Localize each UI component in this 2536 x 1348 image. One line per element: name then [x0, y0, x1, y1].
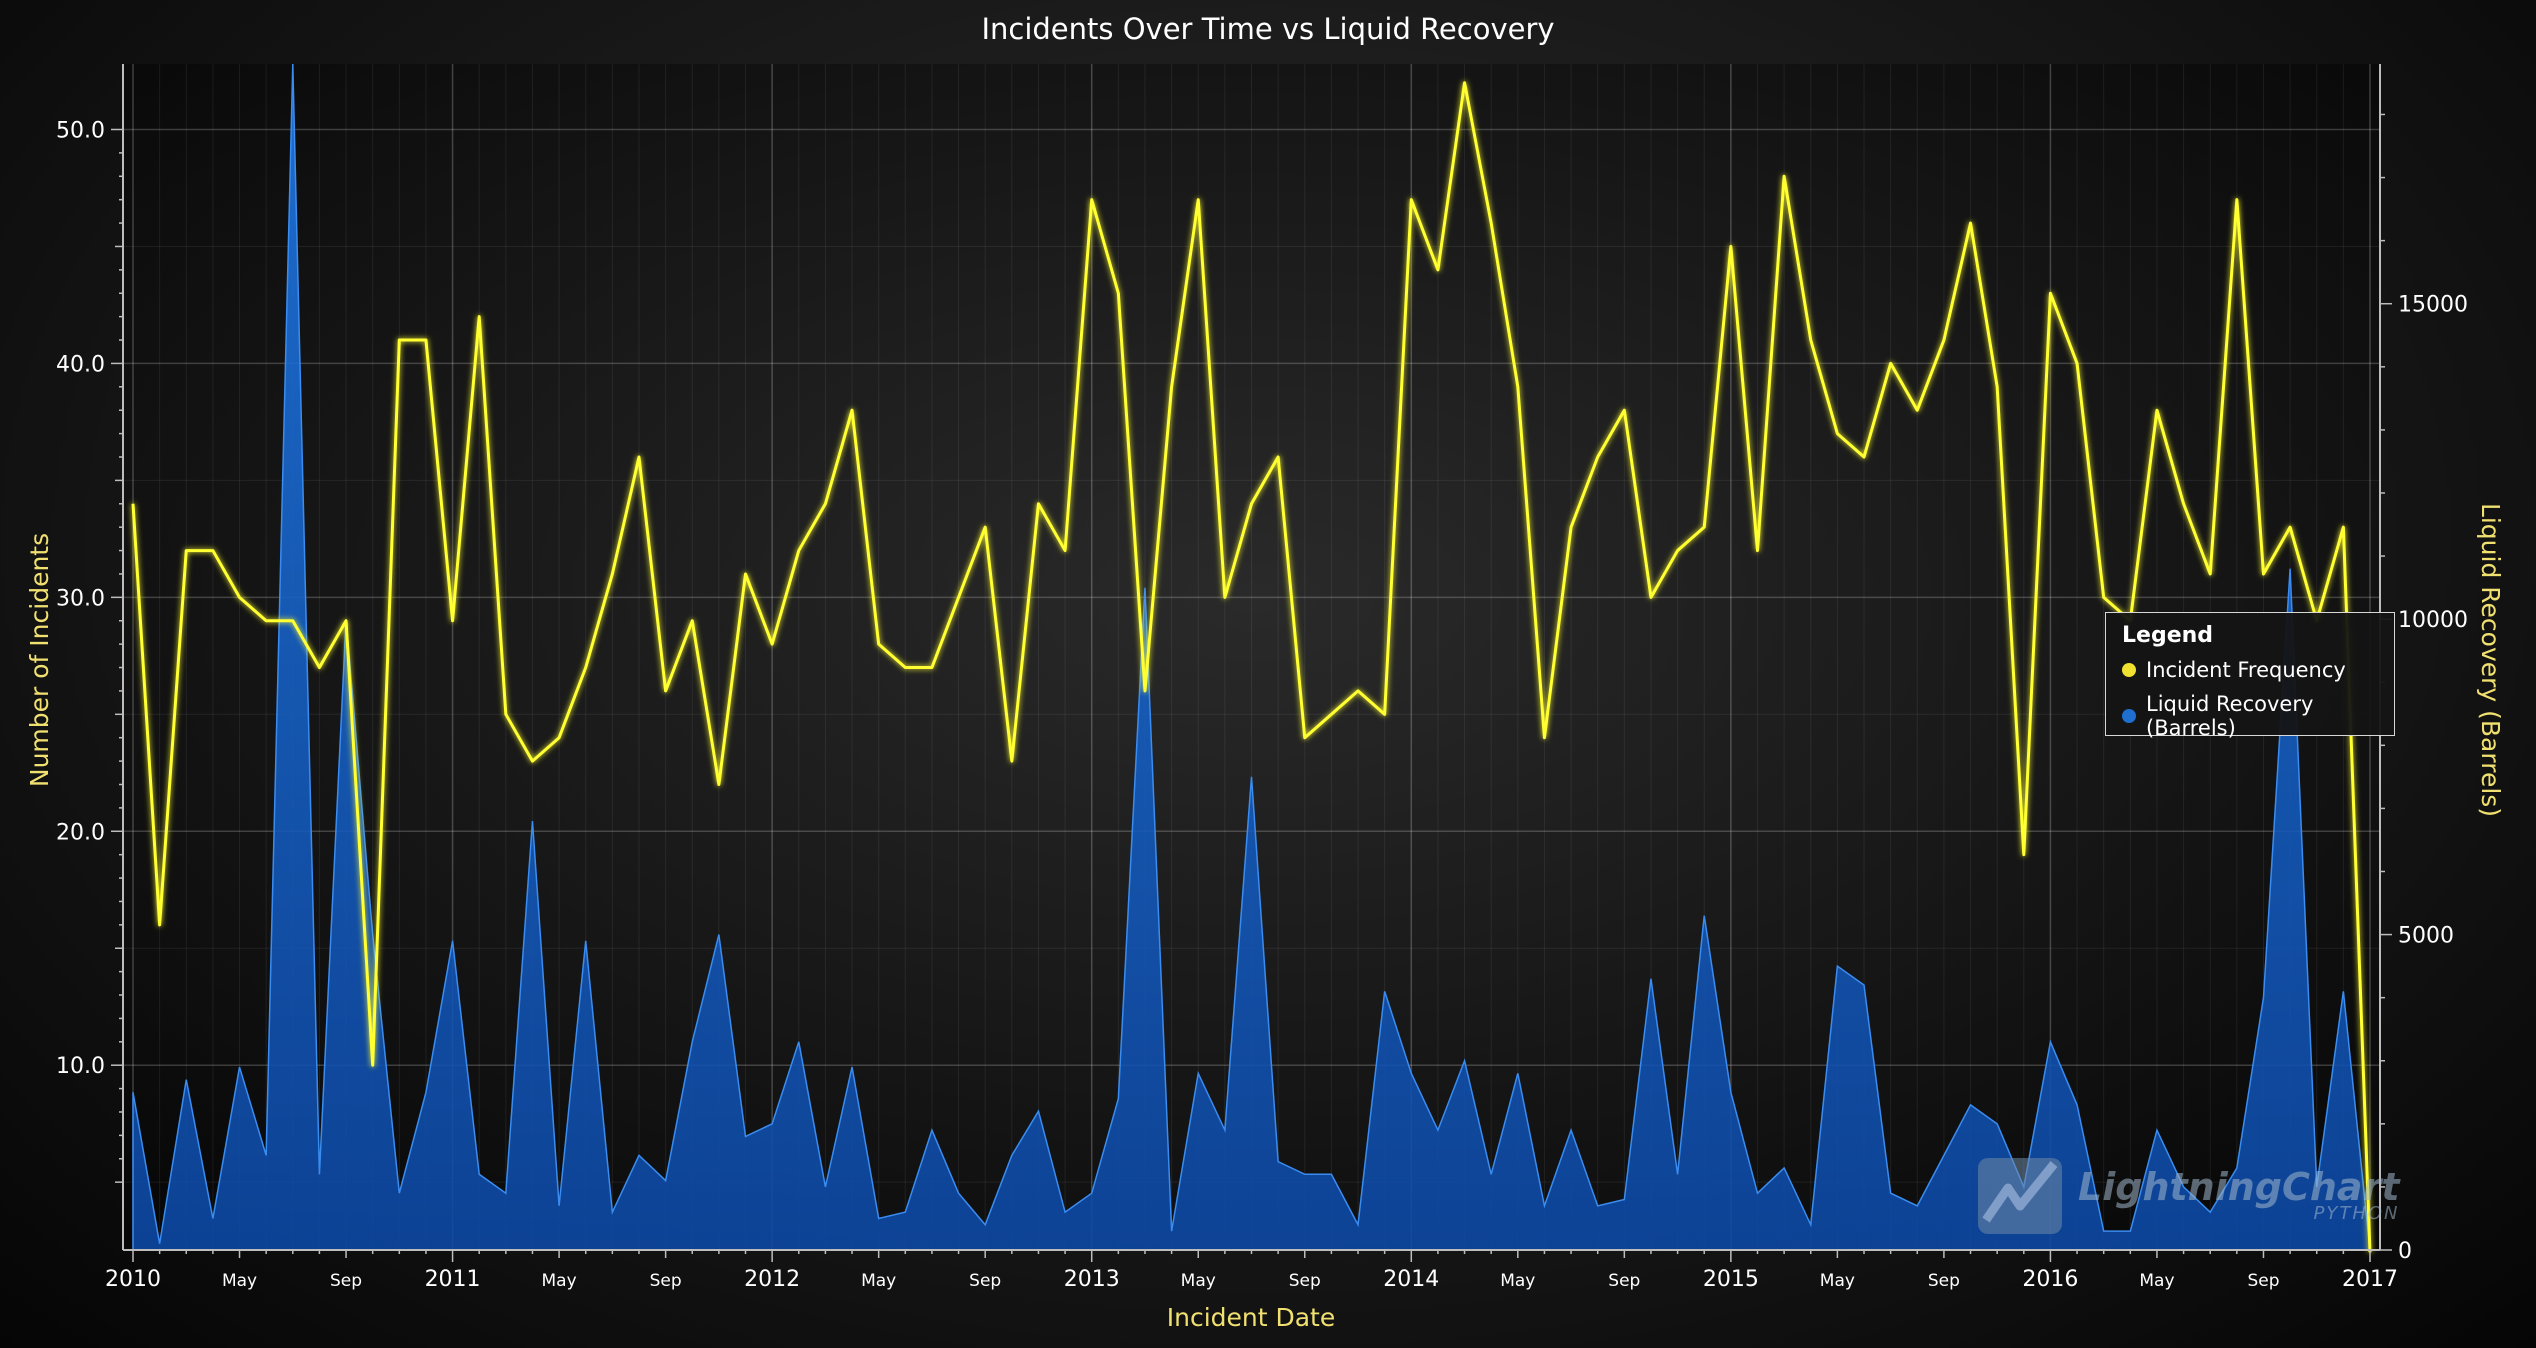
x-tick-label-month: May: [1500, 1271, 1535, 1291]
y-tick-label: 30.0: [56, 586, 105, 611]
legend-marker-liquid-recovery: [2122, 709, 2136, 723]
y-tick-label: 10.0: [56, 1054, 105, 1079]
x-tick-label-month: May: [222, 1271, 257, 1291]
x-tick-label-year: 2011: [425, 1267, 481, 1292]
x-tick-label-month: Sep: [2247, 1271, 2279, 1291]
legend-marker-incident-frequency: [2122, 663, 2136, 677]
y2-tick-label: 10000: [2398, 608, 2468, 633]
y-tick-label: 20.0: [56, 820, 105, 845]
legend-item-incident-frequency[interactable]: Incident Frequency: [2122, 658, 2378, 682]
watermark-sub: PYTHON: [2313, 1202, 2400, 1224]
x-tick-label-month: Sep: [650, 1271, 682, 1291]
legend-title: Legend: [2122, 623, 2214, 648]
series-line-incident-frequency: [131, 81, 2372, 1253]
x-tick-label-month: Sep: [1289, 1271, 1321, 1291]
x-tick-label-month: May: [861, 1271, 896, 1291]
y2-tick-label: 15000: [2398, 293, 2468, 318]
x-tick-label-month: Sep: [1928, 1271, 1960, 1291]
x-tick-label-month: May: [1820, 1271, 1855, 1291]
legend-label-incident-frequency: Incident Frequency: [2146, 658, 2346, 682]
x-tick-label-year: 2012: [744, 1267, 800, 1292]
legend: Legend Incident Frequency Liquid Recover…: [2105, 612, 2395, 740]
watermark-brand: LightningChart: [2078, 1164, 2400, 1209]
y-axis-title: Number of Incidents: [25, 533, 54, 787]
x-tick-label-month: Sep: [1608, 1271, 1640, 1291]
x-axis-title: Incident Date: [1167, 1303, 1336, 1332]
x-tick-label-year: 2014: [1383, 1267, 1439, 1292]
y-tick-label: 40.0: [56, 352, 105, 377]
y2-tick-label: 5000: [2398, 924, 2454, 949]
x-tick-label-month: May: [2139, 1271, 2174, 1291]
chart-title: Incidents Over Time vs Liquid Recovery: [981, 12, 1555, 46]
x-tick-label-month: Sep: [330, 1271, 362, 1291]
y-tick-label: 50.0: [56, 118, 105, 143]
x-tick-label-month: May: [542, 1271, 577, 1291]
legend-item-liquid-recovery[interactable]: Liquid Recovery (Barrels): [2122, 692, 2378, 740]
x-tick-label-year: 2017: [2342, 1267, 2398, 1292]
lightning-logo-icon: [1978, 1158, 2062, 1234]
x-tick-label-month: May: [1181, 1271, 1216, 1291]
y2-axis-title: Liquid Recovery (Barrels): [2476, 503, 2505, 817]
x-tick-label-month: Sep: [969, 1271, 1001, 1291]
legend-label-liquid-recovery: Liquid Recovery (Barrels): [2146, 692, 2314, 740]
y2-tick-label: 0: [2398, 1239, 2412, 1264]
x-tick-label-year: 2015: [1703, 1267, 1759, 1292]
x-tick-label-year: 2016: [2022, 1267, 2078, 1292]
x-tick-label-year: 2013: [1064, 1267, 1120, 1292]
watermark-logo: LightningChart PYTHON: [1970, 1150, 2399, 1240]
x-tick-label-year: 2010: [105, 1267, 161, 1292]
